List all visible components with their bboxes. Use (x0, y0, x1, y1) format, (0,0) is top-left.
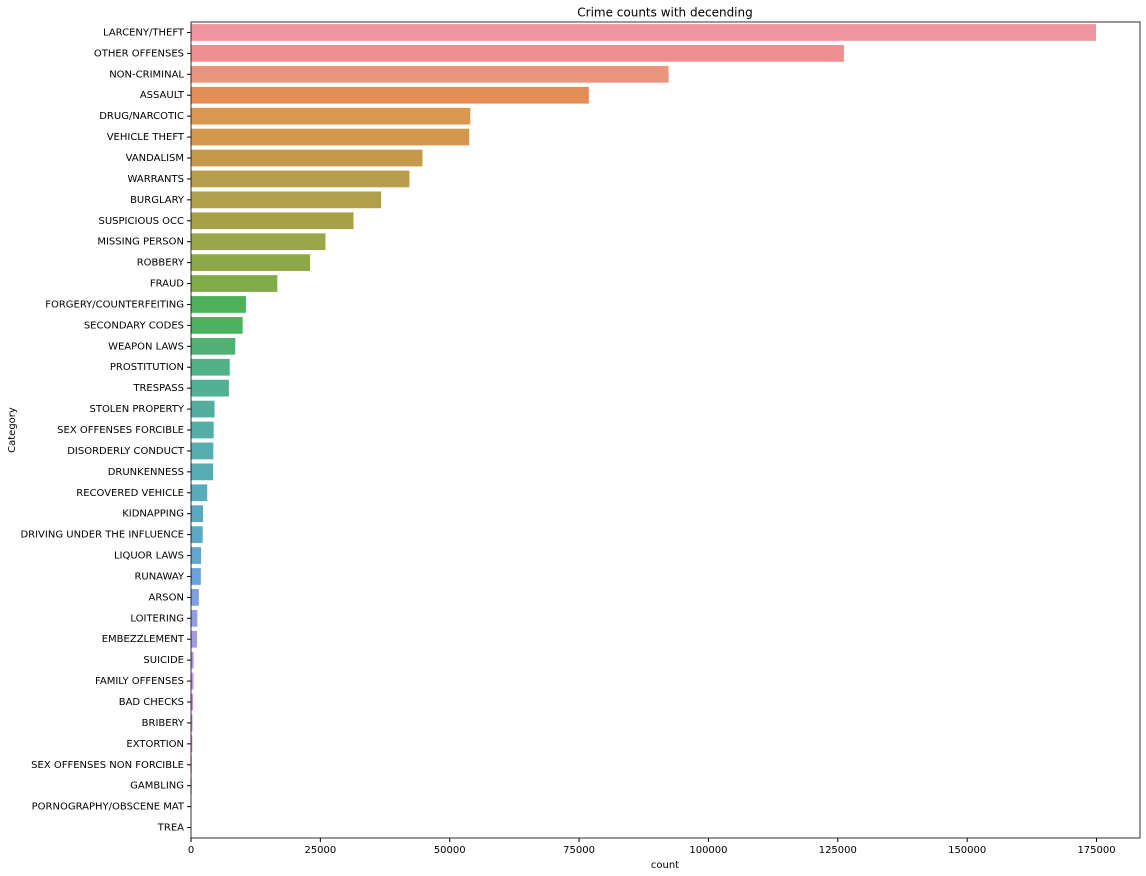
bar (191, 463, 214, 481)
bar (191, 714, 193, 732)
y-tick-label: KIDNAPPING (122, 509, 184, 520)
x-tick-label: 25000 (304, 845, 336, 856)
x-tick-label: 75000 (563, 845, 595, 856)
y-tick-label: SUICIDE (143, 655, 184, 666)
y-tick-label: PORNOGRAPHY/OBSCENE MAT (32, 802, 185, 813)
y-tick-label: FAMILY OFFENSES (95, 676, 184, 687)
x-tick-label: 175000 (1077, 845, 1115, 856)
y-tick-label: SEX OFFENSES NON FORCIBLE (31, 760, 184, 771)
bar (191, 526, 203, 543)
y-tick-label: BAD CHECKS (119, 697, 184, 708)
bar (191, 735, 193, 753)
y-tick-label: OTHER OFFENSES (94, 48, 184, 59)
bar (191, 191, 382, 209)
bar (191, 672, 194, 690)
y-tick-label: STOLEN PROPERTY (89, 404, 184, 415)
y-tick-label: FORGERY/COUNTERFEITING (45, 299, 184, 310)
bar (191, 65, 669, 83)
x-tick-label: 100000 (689, 845, 727, 856)
x-tick-label: 125000 (819, 845, 857, 856)
bar (191, 358, 230, 376)
bar (191, 693, 194, 711)
y-tick-label: TRESPASS (132, 383, 184, 394)
y-tick-label: EMBEZZLEMENT (102, 634, 185, 645)
bar (191, 212, 354, 230)
y-tick-label: LIQUOR LAWS (114, 551, 184, 562)
y-tick-label: VEHICLE THEFT (107, 132, 185, 143)
bar (191, 589, 199, 606)
bar (191, 379, 229, 397)
bar (191, 609, 198, 627)
y-tick-label: DISORDERLY CONDUCT (67, 446, 185, 457)
y-tick-label: SUSPICIOUS OCC (99, 216, 184, 227)
y-tick-label: GAMBLING (130, 781, 184, 792)
y-tick-label: ARSON (149, 592, 185, 603)
bar (191, 547, 202, 564)
bar (191, 317, 243, 334)
bar (191, 296, 246, 313)
y-tick-label: FRAUD (150, 279, 184, 290)
y-tick-label: SECONDARY CODES (84, 320, 184, 331)
x-tick-label: 50000 (434, 845, 466, 856)
y-tick-label: DRUG/NARCOTIC (99, 111, 184, 122)
bar (191, 254, 311, 271)
y-tick-label: LARCENY/THEFT (103, 27, 185, 38)
y-tick-label: EXTORTION (126, 739, 184, 750)
y-tick-label: ASSAULT (140, 90, 185, 101)
bar (191, 337, 236, 355)
y-tick-label: LOITERING (130, 613, 184, 624)
y-axis-label: Category (7, 407, 18, 453)
bar (191, 421, 214, 439)
bar (191, 233, 326, 251)
y-tick-label: TREA (157, 823, 184, 834)
bar (191, 484, 208, 502)
bar (191, 651, 194, 669)
y-tick-label: WEAPON LAWS (108, 341, 184, 352)
bar (191, 275, 278, 292)
y-tick-label: ROBBERY (137, 258, 185, 269)
y-tick-label: DRIVING UNDER THE INFLUENCE (20, 530, 184, 541)
y-tick-label: NON-CRIMINAL (109, 69, 184, 80)
y-tick-label: WARRANTS (128, 174, 184, 185)
bar (191, 170, 410, 188)
bar (191, 86, 589, 104)
bar (191, 128, 470, 146)
y-tick-label: DRUNKENNESS (108, 467, 184, 478)
y-tick-label: SEX OFFENSES FORCIBLE (57, 425, 184, 436)
x-tick-label: 0 (188, 845, 194, 856)
y-tick-label: RUNAWAY (134, 571, 184, 582)
x-axis-label: count (651, 860, 679, 871)
bar (191, 107, 471, 125)
y-tick-label: RECOVERED VEHICLE (76, 488, 184, 499)
bar (191, 442, 214, 460)
bar (191, 505, 204, 523)
y-tick-label: BURGLARY (130, 195, 185, 206)
bar (191, 24, 1097, 41)
y-tick-label: PROSTITUTION (110, 362, 184, 373)
chart-title: Crime counts with decending (577, 6, 753, 20)
bar (191, 630, 198, 648)
y-tick-label: MISSING PERSON (97, 237, 184, 248)
plot-frame (190, 21, 1141, 839)
bar (191, 568, 201, 585)
bar (191, 45, 844, 62)
y-tick-label: BRIBERY (142, 718, 185, 729)
bar (191, 400, 215, 418)
bar (191, 149, 423, 167)
x-tick-label: 150000 (948, 845, 986, 856)
y-tick-label: VANDALISM (126, 153, 184, 164)
